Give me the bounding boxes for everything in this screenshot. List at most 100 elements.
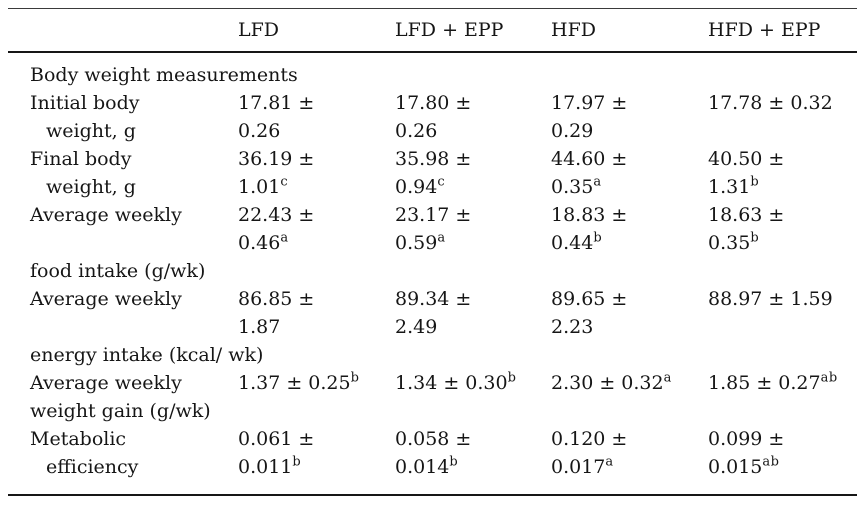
value-line: 1.34 ± 0.30b xyxy=(395,370,517,394)
value-line: 2.30 ± 0.32a xyxy=(551,370,672,394)
value-line: 89.34 ± xyxy=(395,288,472,310)
value-cell-lfd-epp: 1.34 ± 0.30b xyxy=(395,369,551,425)
significance-superscript: a xyxy=(280,230,289,246)
significance-superscript: c xyxy=(280,174,289,190)
table-row-final-body-weight: Final body weight, g 36.19 ± 1.01c 35.98… xyxy=(8,145,857,201)
row-label-cell: Average weekly food intake (g/wk) xyxy=(8,201,238,285)
paper-table-page: LFD LFD + EPP HFD HFD + EPP Body weight … xyxy=(0,8,865,505)
section-label: Body weight measurements xyxy=(30,64,298,86)
value-line: 0.26 xyxy=(395,120,438,142)
value-cell-lfd: 86.85 ± 1.87 xyxy=(238,285,395,369)
value-cell-hfd: 2.30 ± 0.32a xyxy=(551,369,708,425)
value-line: 23.17 ± xyxy=(395,204,472,226)
value-cell-hfd-epp: 18.63 ± 0.35b xyxy=(708,201,857,285)
row-label-line1: Average weekly xyxy=(30,204,182,226)
value-cell-lfd-epp: 89.34 ± 2.49 xyxy=(395,285,551,369)
value-line: 1.01c xyxy=(238,174,289,198)
value-line: 18.63 ± xyxy=(708,204,785,226)
value-line: 22.43 ± xyxy=(238,204,315,226)
section-label-cell: Body weight measurements xyxy=(8,52,857,89)
value-line: 0.94c xyxy=(395,174,446,198)
value-cell-lfd: 0.061 ± 0.011b xyxy=(238,425,395,495)
value-line: 1.85 ± 0.27ab xyxy=(708,370,838,394)
row-label-line2: weight gain (g/wk) xyxy=(30,400,211,422)
value-line: 0.058 ± xyxy=(395,428,472,450)
section-row: Body weight measurements xyxy=(8,52,857,89)
value-cell-lfd-epp: 35.98 ± 0.94c xyxy=(395,145,551,201)
significance-superscript: a xyxy=(605,454,614,470)
value-cell-lfd-epp: 0.058 ± 0.014b xyxy=(395,425,551,495)
row-label-cell: Average weekly weight gain (g/wk) xyxy=(8,369,238,425)
value-line: 17.80 ± xyxy=(395,92,472,114)
value-line: 17.81 ± xyxy=(238,92,315,114)
table-header: LFD LFD + EPP HFD HFD + EPP xyxy=(8,8,857,53)
spacer-line xyxy=(30,229,238,257)
value-line: 18.83 ± xyxy=(551,204,628,226)
significance-superscript: c xyxy=(437,174,446,190)
significance-superscript: b xyxy=(593,230,603,246)
value-line: 35.98 ± xyxy=(395,148,472,170)
significance-superscript: a xyxy=(593,174,602,190)
row-label-line2: energy intake (kcal/ wk) xyxy=(30,344,264,366)
value-line: 36.19 ± xyxy=(238,148,315,170)
significance-superscript: ab xyxy=(762,454,780,470)
table-row-metabolic-efficiency: Metabolic efficiency 0.061 ± 0.011b 0.05… xyxy=(8,425,857,495)
row-label-cell: Initial body weight, g xyxy=(8,89,238,145)
table-body: Body weight measurements Initial body we… xyxy=(8,52,857,495)
value-cell-hfd: 44.60 ± 0.35a xyxy=(551,145,708,201)
value-line: 17.97 ± xyxy=(551,92,628,114)
row-label-line2: weight, g xyxy=(46,120,136,142)
value-line: 0.017a xyxy=(551,454,614,478)
value-line: 40.50 ± xyxy=(708,148,785,170)
value-line: 86.85 ± xyxy=(238,288,315,310)
value-line: 0.44b xyxy=(551,230,603,254)
value-line: 0.59a xyxy=(395,230,446,254)
value-line: 88.97 ± 1.59 xyxy=(708,288,833,310)
header-col-lfd-epp: LFD + EPP xyxy=(395,8,551,53)
value-line: 0.015ab xyxy=(708,454,780,478)
significance-superscript: b xyxy=(350,370,360,386)
value-cell-lfd-epp: 17.80 ± 0.26 xyxy=(395,89,551,145)
significance-superscript: b xyxy=(750,230,760,246)
significance-superscript: b xyxy=(449,454,459,470)
value-cell-hfd-epp: 1.85 ± 0.27ab xyxy=(708,369,857,425)
value-line: 2.49 xyxy=(395,316,438,338)
value-cell-hfd-epp: 40.50 ± 1.31b xyxy=(708,145,857,201)
row-label-line1: Average weekly xyxy=(30,372,182,394)
value-line: 0.061 ± xyxy=(238,428,315,450)
row-label-line1: Metabolic xyxy=(30,428,127,450)
value-cell-lfd: 17.81 ± 0.26 xyxy=(238,89,395,145)
value-line: 1.31b xyxy=(708,174,760,198)
value-line: 0.26 xyxy=(238,120,281,142)
header-row: LFD LFD + EPP HFD HFD + EPP xyxy=(8,8,857,53)
table-row-avg-weekly-weight-gain: Average weekly weight gain (g/wk) 1.37 ±… xyxy=(8,369,857,425)
value-cell-lfd: 36.19 ± 1.01c xyxy=(238,145,395,201)
value-cell-hfd: 89.65 ± 2.23 xyxy=(551,285,708,369)
row-label-cell: Final body weight, g xyxy=(8,145,238,201)
value-line: 0.35b xyxy=(708,230,760,254)
header-col-lfd: LFD xyxy=(238,8,395,53)
value-line: 1.87 xyxy=(238,316,281,338)
value-line: 0.35a xyxy=(551,174,602,198)
value-line: 0.014b xyxy=(395,454,459,478)
value-cell-hfd-epp: 17.78 ± 0.32 xyxy=(708,89,857,145)
row-label-line2: weight, g xyxy=(46,176,136,198)
significance-superscript: ab xyxy=(820,370,838,386)
value-cell-lfd: 22.43 ± 0.46a xyxy=(238,201,395,285)
row-label-cell: Metabolic efficiency xyxy=(8,425,238,495)
significance-superscript: b xyxy=(750,174,760,190)
header-col-hfd: HFD xyxy=(551,8,708,53)
value-cell-hfd-epp: 0.099 ± 0.015ab xyxy=(708,425,857,495)
row-label-cell: Average weekly energy intake (kcal/ wk) xyxy=(8,285,264,369)
value-cell-hfd-epp: 88.97 ± 1.59 xyxy=(708,285,857,369)
table-row-avg-weekly-food-intake: Average weekly food intake (g/wk) 22.43 … xyxy=(8,201,857,285)
value-line: 1.37 ± 0.25b xyxy=(238,370,360,394)
value-cell-hfd: 0.120 ± 0.017a xyxy=(551,425,708,495)
value-line: 17.78 ± 0.32 xyxy=(708,92,833,114)
value-cell-hfd: 18.83 ± 0.44b xyxy=(551,201,708,285)
row-label-line1: Average weekly xyxy=(30,288,182,310)
table-row-initial-body-weight: Initial body weight, g 17.81 ± 0.26 17.8… xyxy=(8,89,857,145)
header-empty-cell xyxy=(8,8,238,53)
row-label-line2: food intake (g/wk) xyxy=(30,260,206,282)
value-cell-lfd: 1.37 ± 0.25b xyxy=(238,369,395,425)
